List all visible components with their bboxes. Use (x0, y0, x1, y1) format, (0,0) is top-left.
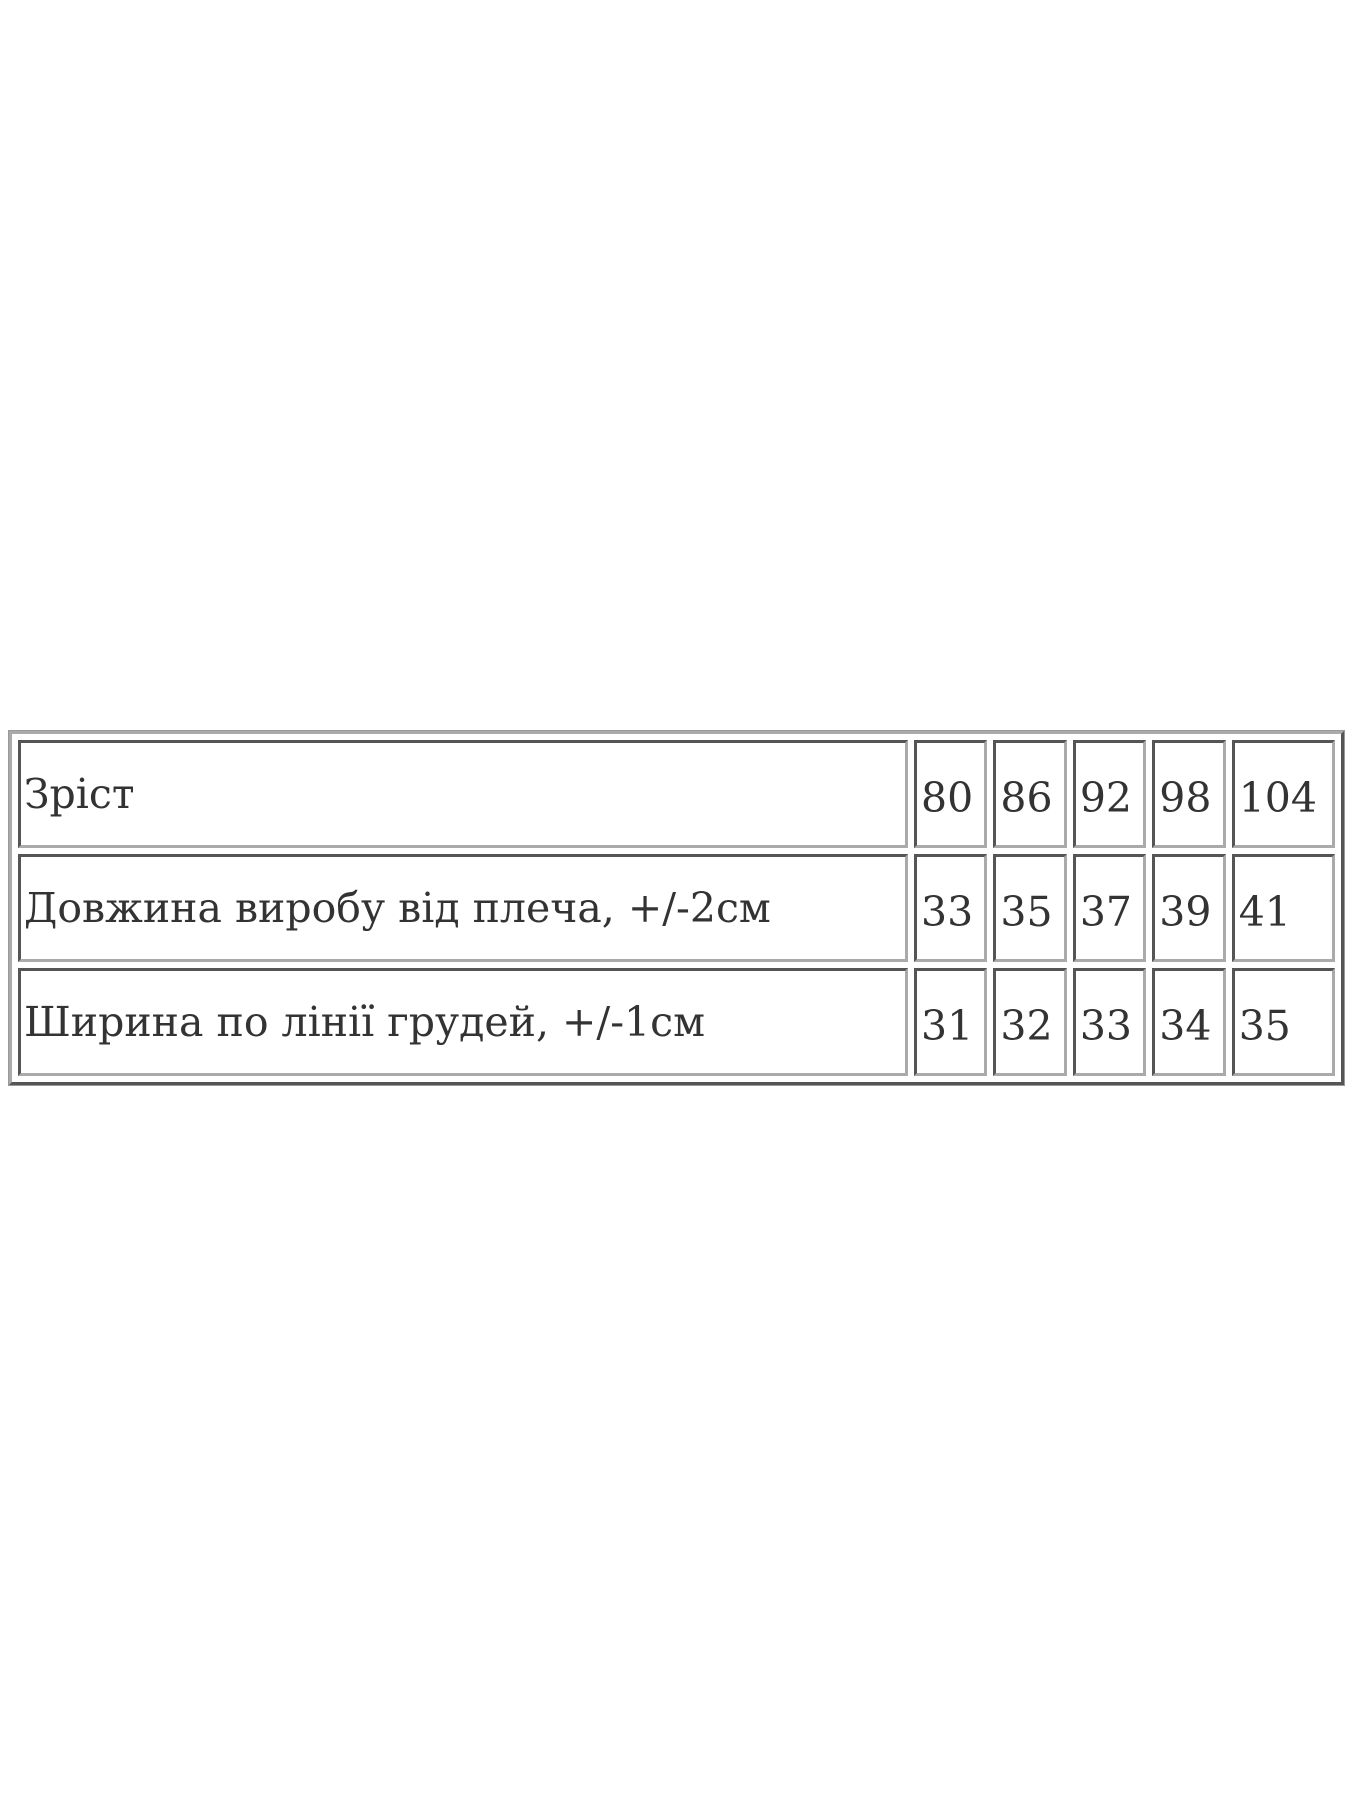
table-cell: 104 (1231, 740, 1335, 848)
table-cell: 80 (914, 740, 988, 848)
table-cell: 41 (1231, 854, 1335, 962)
table-cell: 35 (993, 854, 1067, 962)
table-cell: 86 (993, 740, 1067, 848)
size-chart-table: Зріст 80 86 92 98 104 Довжина виробу від плеча… (8, 730, 1345, 1086)
table-cell: 33 (914, 854, 988, 962)
table-row: Довжина виробу від плеча, +/-2см 33 35 37 39… (18, 854, 1335, 962)
table-cell: 37 (1072, 854, 1147, 962)
table-row: Ширина по лінії грудей, +/-1см 31 32 33 34 35 (18, 968, 1335, 1076)
table-cell: 35 (1231, 968, 1335, 1076)
table-cell: 32 (993, 968, 1067, 1076)
table-cell: 92 (1072, 740, 1147, 848)
table-row: Зріст 80 86 92 98 104 (18, 740, 1335, 848)
row-label: Зріст (18, 740, 908, 848)
table-cell: 34 (1152, 968, 1226, 1076)
row-label: Довжина виробу від плеча, +/-2см (18, 854, 908, 962)
table-cell: 33 (1072, 968, 1147, 1076)
table-cell: 98 (1152, 740, 1226, 848)
row-label: Ширина по лінії грудей, +/-1см (18, 968, 908, 1076)
table-cell: 39 (1152, 854, 1226, 962)
table-cell: 31 (914, 968, 988, 1076)
